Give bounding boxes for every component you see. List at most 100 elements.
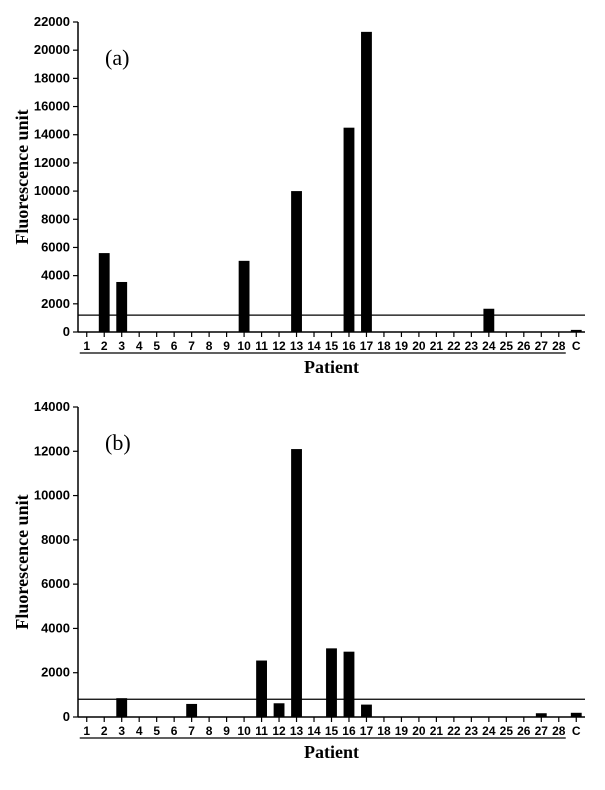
y-tick-label: 16000	[34, 99, 70, 114]
x-tick-label: 14	[307, 339, 321, 353]
bar	[116, 282, 127, 332]
x-tick-label: 15	[325, 724, 339, 738]
x-tick-label: 9	[223, 339, 230, 353]
x-tick-label: 16	[342, 724, 356, 738]
bar	[344, 652, 355, 717]
x-tick-label: 27	[535, 724, 549, 738]
y-tick-label: 6000	[41, 239, 70, 254]
y-tick-label: 10000	[34, 183, 70, 198]
x-tick-label: 26	[517, 339, 531, 353]
y-tick-label: 8000	[41, 532, 70, 547]
x-tick-label: 3	[118, 724, 125, 738]
x-tick-label: 11	[255, 339, 268, 353]
x-tick-label: 22	[447, 339, 461, 353]
x-tick-label: 3	[118, 339, 125, 353]
x-axis-label: Patient	[304, 357, 359, 377]
bar	[344, 128, 355, 332]
x-tick-label: 9	[223, 724, 230, 738]
x-tick-label: 7	[188, 724, 195, 738]
x-tick-label: 12	[272, 339, 286, 353]
x-tick-label: 10	[237, 339, 251, 353]
y-tick-label: 2000	[41, 665, 70, 680]
x-tick-label: 2	[101, 339, 108, 353]
x-tick-label: 14	[307, 724, 321, 738]
bar	[274, 703, 285, 717]
x-tick-label: 13	[290, 724, 304, 738]
x-axis-label: Patient	[304, 742, 359, 762]
x-tick-label: 8	[206, 339, 213, 353]
x-tick-label: 4	[136, 724, 143, 738]
x-tick-label: 20	[412, 724, 426, 738]
panel-b: 0200040006000800010000120001400012345678…	[10, 395, 595, 772]
y-tick-label: 10000	[34, 488, 70, 503]
y-tick-label: 4000	[41, 620, 70, 635]
y-tick-label: 22000	[34, 14, 70, 29]
y-tick-label: 0	[63, 709, 70, 724]
y-tick-label: 14000	[34, 399, 70, 414]
x-tick-label: 6	[171, 724, 178, 738]
x-tick-label: 11	[255, 724, 268, 738]
y-tick-label: 4000	[41, 268, 70, 283]
x-tick-label: 2	[101, 724, 108, 738]
x-tick-label: 22	[447, 724, 461, 738]
y-tick-label: 12000	[34, 443, 70, 458]
x-tick-label: 25	[500, 724, 514, 738]
x-tick-label: 15	[325, 339, 339, 353]
y-axis-label: Fluorescence unit	[12, 494, 32, 629]
panel-label: (b)	[105, 430, 131, 455]
x-tick-label: 13	[290, 339, 304, 353]
x-tick-label: 1	[83, 724, 90, 738]
chart-a-svg: 0200040006000800010000120001400016000180…	[10, 10, 595, 387]
bar	[99, 253, 110, 332]
x-tick-label: 20	[412, 339, 426, 353]
bar	[291, 191, 302, 332]
x-tick-label: 8	[206, 724, 213, 738]
panel-a: 0200040006000800010000120001400016000180…	[10, 10, 595, 387]
x-tick-label: 6	[171, 339, 178, 353]
x-tick-label: 18	[377, 724, 391, 738]
y-tick-label: 12000	[34, 155, 70, 170]
x-tick-label: 12	[272, 724, 286, 738]
y-tick-label: 14000	[34, 127, 70, 142]
x-tick-label: 7	[188, 339, 195, 353]
bar	[256, 661, 267, 717]
y-tick-label: 0	[63, 324, 70, 339]
x-tick-label: 5	[153, 724, 160, 738]
x-tick-label: 28	[552, 724, 566, 738]
x-tick-label: 1	[83, 339, 90, 353]
panel-label: (a)	[105, 45, 129, 70]
bar	[116, 698, 127, 717]
x-tick-label: 19	[395, 339, 409, 353]
x-tick-label: 26	[517, 724, 531, 738]
bar	[361, 705, 372, 717]
x-tick-label: 19	[395, 724, 409, 738]
x-tick-label: 24	[482, 339, 496, 353]
x-tick-label: C	[572, 724, 581, 738]
x-tick-label: 25	[500, 339, 514, 353]
y-tick-label: 6000	[41, 576, 70, 591]
x-tick-label: 17	[360, 339, 374, 353]
bar	[483, 309, 494, 332]
x-tick-label: 21	[430, 339, 444, 353]
x-tick-label: C	[572, 339, 581, 353]
x-tick-label: 24	[482, 724, 496, 738]
x-tick-label: 5	[153, 339, 160, 353]
y-axis-label: Fluorescence unit	[12, 109, 32, 244]
bar	[291, 449, 302, 717]
x-tick-label: 4	[136, 339, 143, 353]
x-tick-label: 16	[342, 339, 356, 353]
x-tick-label: 23	[465, 724, 479, 738]
x-tick-label: 23	[465, 339, 479, 353]
x-tick-label: 27	[535, 339, 549, 353]
bar	[326, 648, 337, 717]
x-tick-label: 28	[552, 339, 566, 353]
bar	[361, 32, 372, 332]
bar	[239, 261, 250, 332]
bar	[186, 704, 197, 717]
y-tick-label: 20000	[34, 42, 70, 57]
y-tick-label: 18000	[34, 70, 70, 85]
y-tick-label: 8000	[41, 211, 70, 226]
x-tick-label: 10	[237, 724, 251, 738]
x-tick-label: 18	[377, 339, 391, 353]
x-tick-label: 17	[360, 724, 374, 738]
